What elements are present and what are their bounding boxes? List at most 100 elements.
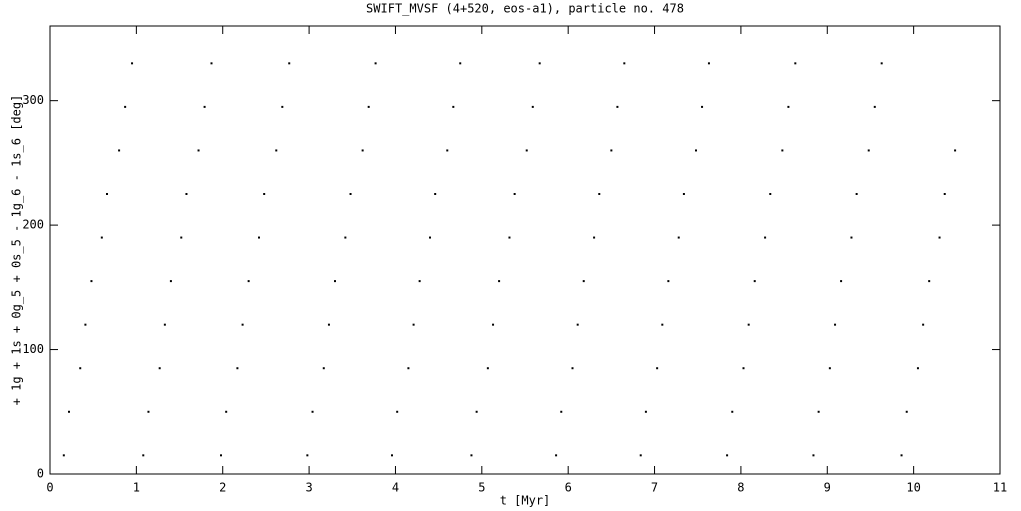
point <box>429 236 431 239</box>
point <box>817 410 820 413</box>
point <box>391 454 393 457</box>
point <box>834 323 837 326</box>
point <box>747 323 750 326</box>
point <box>610 149 613 152</box>
point <box>764 236 767 239</box>
point <box>158 367 161 370</box>
point <box>367 105 370 108</box>
y-axis-label: + 1g + 1s + 0g_5 + 0s_5 - 1g_6 - 1s_6 [d… <box>10 95 24 406</box>
point <box>905 410 908 413</box>
point <box>492 323 495 326</box>
x-tick-label: 7 <box>651 481 658 495</box>
point <box>900 454 903 457</box>
point <box>288 62 291 65</box>
point <box>79 367 82 370</box>
point <box>327 323 330 326</box>
point <box>452 105 455 108</box>
point <box>344 236 347 239</box>
point <box>100 236 103 239</box>
point <box>334 280 336 283</box>
x-tick-label: 3 <box>305 481 312 495</box>
point <box>203 105 206 108</box>
point <box>459 62 462 65</box>
point <box>124 105 127 108</box>
point <box>794 62 797 65</box>
point <box>616 105 619 108</box>
point <box>525 149 528 152</box>
point <box>873 105 876 108</box>
point <box>322 367 325 370</box>
point <box>928 280 931 283</box>
y-tick-label: 200 <box>22 218 44 232</box>
point <box>147 410 150 413</box>
point <box>661 323 664 326</box>
point <box>707 62 710 65</box>
point <box>185 193 188 195</box>
point <box>682 193 685 195</box>
point <box>954 149 957 152</box>
point <box>769 193 772 195</box>
point <box>850 236 853 239</box>
point <box>361 149 364 152</box>
point <box>62 454 65 457</box>
point <box>396 410 399 413</box>
point <box>677 236 680 239</box>
y-tick-label: 100 <box>22 342 44 356</box>
point <box>247 280 250 283</box>
point <box>623 62 626 65</box>
point <box>210 62 213 65</box>
point <box>311 410 314 413</box>
point <box>880 62 883 65</box>
point <box>220 454 222 457</box>
x-tick-label: 6 <box>565 481 572 495</box>
point <box>639 454 642 457</box>
point <box>582 280 585 283</box>
plot-frame <box>49 25 1001 475</box>
point <box>781 149 784 152</box>
point <box>753 280 756 283</box>
point <box>555 454 558 457</box>
point <box>118 149 121 152</box>
point <box>726 454 729 457</box>
point <box>867 149 870 152</box>
point <box>169 280 172 283</box>
point <box>508 236 511 239</box>
point <box>275 149 278 152</box>
point <box>486 367 489 370</box>
point <box>142 454 145 457</box>
point <box>667 280 670 283</box>
point <box>840 280 843 283</box>
point <box>701 105 704 108</box>
point <box>106 193 108 195</box>
point <box>197 149 200 152</box>
point <box>90 280 93 283</box>
y-tick-label: 300 <box>22 93 44 107</box>
point <box>306 454 309 457</box>
point <box>281 105 284 108</box>
x-tick-label: 11 <box>993 481 1007 495</box>
point <box>943 193 946 195</box>
point <box>349 193 352 195</box>
x-tick-label: 8 <box>737 481 744 495</box>
chart-title: SWIFT_MVSF (4+520, eos-a1), particle no.… <box>366 2 684 16</box>
x-tick-label: 9 <box>824 481 831 495</box>
point <box>498 280 501 283</box>
point <box>475 410 478 413</box>
point <box>787 105 790 108</box>
point <box>731 410 734 413</box>
point <box>656 367 659 370</box>
point <box>446 149 449 152</box>
point <box>538 62 541 65</box>
point <box>922 323 925 326</box>
point <box>598 193 601 195</box>
point <box>263 193 266 195</box>
point <box>407 367 410 370</box>
point <box>531 105 534 108</box>
point <box>180 236 183 239</box>
point <box>812 454 815 457</box>
point <box>938 236 941 239</box>
point <box>418 280 421 283</box>
point <box>68 410 70 413</box>
x-tick-label: 0 <box>46 481 53 495</box>
x-tick-label: 1 <box>133 481 140 495</box>
